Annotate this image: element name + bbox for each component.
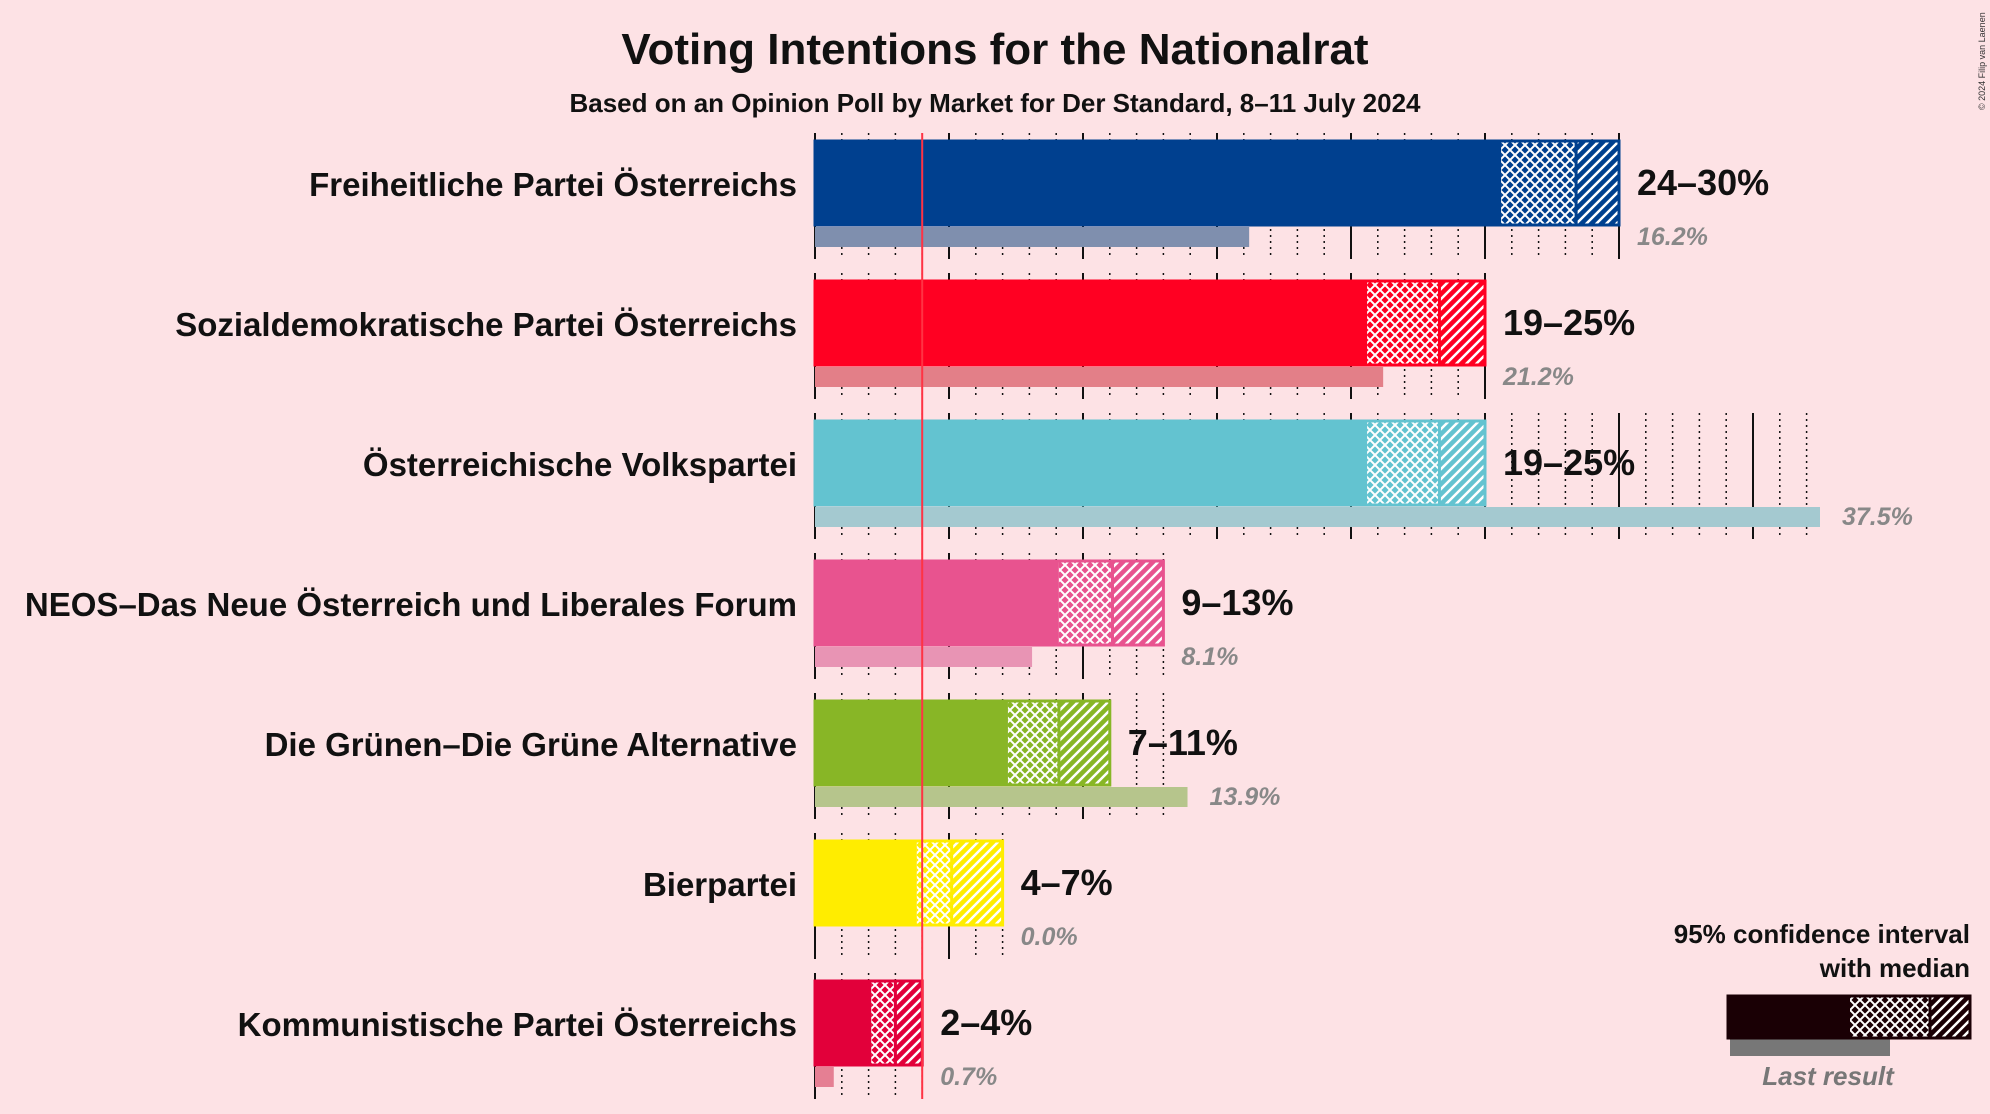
bar-outline xyxy=(813,139,1621,227)
party-label: Freiheitliche Partei Österreichs xyxy=(309,166,797,203)
bar-ci95-hatch xyxy=(1576,141,1619,225)
legend-ci-outline xyxy=(1726,994,1972,1040)
party-label: Kommunistische Partei Österreichs xyxy=(238,1006,797,1043)
bar-row: Freiheitliche Partei Österreichs 24–30% 16… xyxy=(309,133,1769,259)
bar-solid xyxy=(815,841,917,925)
last-result-label: 13.9% xyxy=(1210,783,1281,811)
bar-row: Kommunistische Partei Österreichs 2–4% 0.7… xyxy=(238,973,1032,1099)
bar-outline xyxy=(813,699,1112,787)
bar-solid xyxy=(815,421,1368,505)
chart-title: Voting Intentions for the Nationalrat xyxy=(621,25,1369,74)
party-label: Sozialdemokratische Partei Österreichs xyxy=(175,306,797,343)
bar-rows: Freiheitliche Partei Österreichs 24–30% 16… xyxy=(25,133,1913,1099)
bar-row: Die Grünen–Die Grüne Alternative 7–11% 13.… xyxy=(265,693,1281,819)
bar-outline xyxy=(813,839,1005,927)
bar-solid xyxy=(815,281,1368,365)
party-label: Österreichische Volkspartei xyxy=(363,446,797,483)
last-result-bar xyxy=(815,227,1250,247)
bar-ci80-hatch xyxy=(1007,701,1059,785)
last-result-label: 0.7% xyxy=(940,1063,997,1091)
range-label: 19–25% xyxy=(1503,302,1635,343)
legend: 95% confidence interval with median Last… xyxy=(1674,919,1972,1091)
last-result-bar xyxy=(815,787,1188,807)
legend-ci95-hatch xyxy=(1930,996,1970,1038)
last-result-label: 16.2% xyxy=(1637,223,1708,251)
bar-ci95-hatch xyxy=(1058,701,1110,785)
last-result-label: 0.0% xyxy=(1021,923,1078,951)
last-result-bar xyxy=(815,367,1384,387)
legend-ci80-hatch xyxy=(1850,996,1930,1038)
legend-line-2: with median xyxy=(1819,953,1970,983)
last-result-label: 37.5% xyxy=(1842,503,1913,531)
range-label: 4–7% xyxy=(1021,862,1113,903)
bar-row: Bierpartei 4–7% 0.0% xyxy=(643,833,1113,959)
chart-subtitle: Based on an Opinion Poll by Market for D… xyxy=(569,88,1421,118)
bar-ci80-hatch xyxy=(871,981,896,1065)
bar-solid xyxy=(815,981,872,1065)
bar-row: Sozialdemokratische Partei Österreichs 19… xyxy=(175,273,1635,399)
legend-line-1: 95% confidence interval xyxy=(1674,919,1970,949)
bar-outline xyxy=(813,559,1165,647)
bar-outline xyxy=(813,279,1487,367)
bar-ci95-hatch xyxy=(895,981,923,1065)
bar-ci95-hatch xyxy=(1112,561,1164,645)
bar-ci80-hatch xyxy=(1367,281,1440,365)
bar-row: NEOS–Das Neue Österreich und Liberales F… xyxy=(25,553,1294,679)
bar-solid xyxy=(815,701,1008,785)
legend-last-swatch xyxy=(1730,1036,1890,1056)
copyright-notice: © 2024 Filip van Laenen xyxy=(1977,12,1987,110)
range-label: 24–30% xyxy=(1637,162,1769,203)
last-result-bar xyxy=(815,1067,834,1087)
last-result-label: 8.1% xyxy=(1181,643,1238,671)
bar-outline xyxy=(813,419,1487,507)
bar-row: Österreichische Volkspartei 19–25% 37.5% xyxy=(363,413,1913,539)
legend-last-label: Last result xyxy=(1762,1061,1895,1091)
last-result-bar xyxy=(815,507,1820,527)
range-label: 19–25% xyxy=(1503,442,1635,483)
bar-ci95-hatch xyxy=(951,841,1003,925)
bar-solid xyxy=(815,561,1059,645)
last-result-bar xyxy=(815,647,1033,667)
bar-ci80-hatch xyxy=(1367,421,1440,505)
bar-ci80-hatch xyxy=(1501,141,1577,225)
range-label: 7–11% xyxy=(1128,722,1238,763)
bar-ci95-hatch xyxy=(1439,281,1485,365)
range-label: 9–13% xyxy=(1181,582,1293,623)
party-label: Die Grünen–Die Grüne Alternative xyxy=(265,726,797,763)
range-label: 2–4% xyxy=(940,1002,1032,1043)
bar-ci95-hatch xyxy=(1439,421,1485,505)
party-label: Bierpartei xyxy=(643,866,797,903)
bar-solid xyxy=(815,141,1502,225)
last-result-label: 21.2% xyxy=(1502,363,1574,391)
bar-ci80-hatch xyxy=(1058,561,1113,645)
party-label: NEOS–Das Neue Österreich und Liberales F… xyxy=(25,586,797,623)
